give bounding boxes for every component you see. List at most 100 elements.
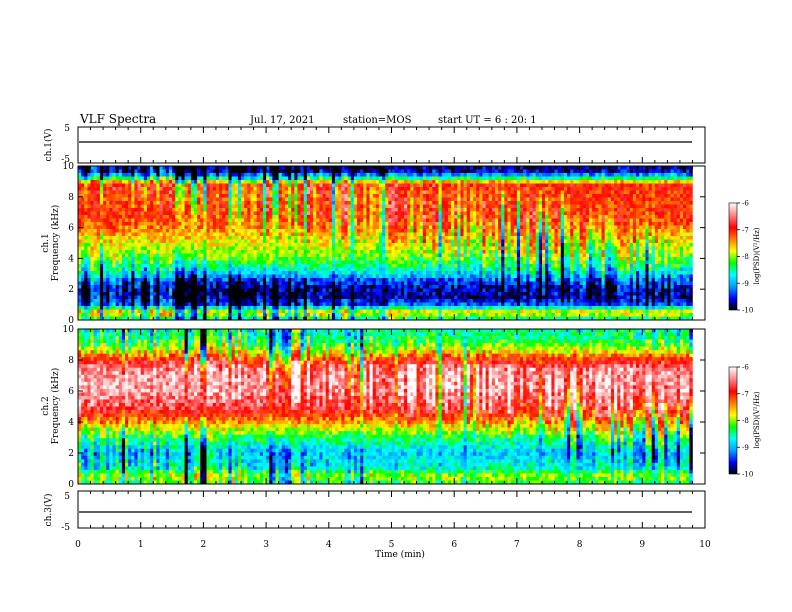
spectrogram-cell bbox=[291, 194, 294, 198]
spectrogram-cell bbox=[147, 170, 150, 174]
spectrogram-cell bbox=[175, 205, 178, 209]
spectrogram-cell bbox=[642, 215, 645, 219]
spectrogram-cell bbox=[608, 226, 611, 230]
spectrogram-cell bbox=[388, 198, 391, 202]
spectrogram-cell bbox=[382, 233, 385, 237]
spectrogram-cell bbox=[141, 208, 144, 212]
spectrogram-cell bbox=[545, 166, 548, 170]
spectrogram-cell bbox=[398, 180, 401, 184]
spectrogram-cell bbox=[279, 212, 282, 216]
spectrogram-cell bbox=[178, 191, 181, 195]
spectrogram-cell bbox=[279, 236, 282, 240]
spectrogram-cell bbox=[323, 194, 326, 198]
spectrogram-cell bbox=[642, 194, 645, 198]
spectrogram-cell bbox=[520, 205, 523, 209]
spectrogram-cell bbox=[492, 201, 495, 205]
spectrogram-cell bbox=[420, 226, 423, 230]
spectrogram-cell bbox=[407, 201, 410, 205]
spectrogram-cell bbox=[172, 250, 175, 254]
spectrogram-cell bbox=[667, 233, 670, 237]
spectrogram-cell bbox=[489, 226, 492, 230]
spectrogram-cell bbox=[539, 170, 542, 174]
spectrogram-cell bbox=[630, 208, 633, 212]
spectrogram-cell bbox=[112, 215, 115, 219]
spectrogram-cell bbox=[407, 187, 410, 191]
spectrogram-cell bbox=[413, 184, 416, 188]
spectrogram-cell bbox=[225, 187, 228, 191]
spectrogram-cell bbox=[517, 166, 520, 170]
spectrogram-cell bbox=[630, 215, 633, 219]
spectrogram-cell bbox=[376, 240, 379, 244]
spectrogram-cell bbox=[288, 247, 291, 251]
spectrogram-cell bbox=[122, 198, 125, 202]
spectrogram-cell bbox=[407, 219, 410, 223]
spectrogram-cell bbox=[297, 180, 300, 184]
spectrogram-cell bbox=[683, 194, 686, 198]
spectrogram-cell bbox=[523, 222, 526, 226]
spectrogram-cell bbox=[602, 198, 605, 202]
spectrogram-cell bbox=[169, 229, 172, 233]
spectrogram-cell bbox=[467, 229, 470, 233]
spectrogram-cell bbox=[410, 250, 413, 254]
spectrogram-cell bbox=[517, 233, 520, 237]
spectrogram-cell bbox=[257, 240, 260, 244]
spectrogram-cell bbox=[489, 208, 492, 212]
spectrogram-cell bbox=[445, 170, 448, 174]
spectrogram-cell bbox=[282, 243, 285, 247]
spectrogram-cell bbox=[382, 250, 385, 254]
spectrogram-cell bbox=[316, 173, 319, 177]
spectrogram-cell bbox=[489, 222, 492, 226]
spectrogram-cell bbox=[529, 173, 532, 177]
spectrogram-cell bbox=[479, 233, 482, 237]
spectrogram-cell bbox=[423, 247, 426, 251]
spectrogram-cell bbox=[498, 212, 501, 216]
spectrogram-cell bbox=[166, 222, 169, 226]
spectrogram-cell bbox=[539, 233, 542, 237]
spectrogram-cell bbox=[432, 233, 435, 237]
spectrogram-cell bbox=[160, 166, 163, 170]
spectrogram-cell bbox=[288, 226, 291, 230]
spectrogram-cell bbox=[94, 236, 97, 240]
spectrogram-cell bbox=[304, 250, 307, 254]
spectrogram-cell bbox=[144, 205, 147, 209]
spectrogram-cell bbox=[166, 250, 169, 254]
spectrogram-cell bbox=[147, 243, 150, 247]
spectrogram-cell bbox=[482, 208, 485, 212]
spectrogram-cell bbox=[620, 205, 623, 209]
spectrogram-cell bbox=[460, 170, 463, 174]
spectrogram-cell bbox=[404, 226, 407, 230]
spectrogram-cell bbox=[598, 177, 601, 181]
spectrogram-cell bbox=[598, 191, 601, 195]
spectrogram-cell bbox=[435, 170, 438, 174]
spectrogram-cell bbox=[388, 243, 391, 247]
spectrogram-cell bbox=[417, 173, 420, 177]
spectrogram-cell bbox=[385, 166, 388, 170]
spectrogram-cell bbox=[276, 198, 279, 202]
spectrogram-cell bbox=[448, 212, 451, 216]
spectrogram-cell bbox=[661, 177, 664, 181]
spectrogram-cell bbox=[112, 201, 115, 205]
spectrogram-cell bbox=[156, 247, 159, 251]
spectrogram-cell bbox=[623, 229, 626, 233]
spectrogram-cell bbox=[605, 184, 608, 188]
spectrogram-cell bbox=[417, 166, 420, 170]
spectrogram-cell bbox=[225, 194, 228, 198]
spectrogram-cell bbox=[335, 212, 338, 216]
spectrogram-cell bbox=[580, 243, 583, 247]
spectrogram-cell bbox=[649, 233, 652, 237]
spectrogram-cell bbox=[272, 205, 275, 209]
spectrogram-cell bbox=[216, 184, 219, 188]
spectrogram-cell bbox=[558, 212, 561, 216]
spectrogram-cell bbox=[291, 198, 294, 202]
spectrogram-cell bbox=[156, 205, 159, 209]
spectrogram-cell bbox=[652, 208, 655, 212]
spectrogram-cell bbox=[445, 194, 448, 198]
spectrogram-cell bbox=[297, 233, 300, 237]
spectrogram-cell bbox=[661, 201, 664, 205]
spectrogram-cell bbox=[413, 194, 416, 198]
spectrogram-cell bbox=[332, 201, 335, 205]
spectrogram-cell bbox=[294, 215, 297, 219]
spectrogram-cell bbox=[244, 222, 247, 226]
spectrogram-cell bbox=[304, 215, 307, 219]
spectrogram-cell bbox=[501, 233, 504, 237]
